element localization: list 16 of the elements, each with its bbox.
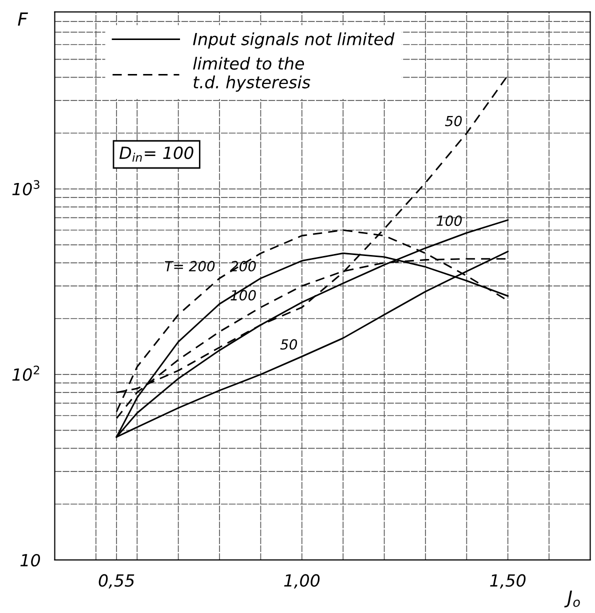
annotation: T= 200 [164, 260, 215, 272]
y-tick-label: 10 [20, 554, 40, 567]
y-tick-label: 10$^{2}$ [12, 366, 40, 381]
annotation: 50 [280, 339, 298, 350]
legend-label: limited to the t.d. hysteresis [193, 56, 310, 92]
x-axis-title: J$_{o}$ [564, 590, 580, 608]
y-tick-label: 10$^{3}$ [12, 180, 40, 196]
y-axis-title: F [18, 12, 28, 26]
annotation: 50 [445, 116, 462, 126]
legend-label: Input signals not limited [193, 32, 394, 49]
x-tick-label: 1,50 [490, 574, 526, 588]
annotation: 100 [436, 215, 462, 226]
x-tick-label: 0,55 [98, 574, 134, 588]
annotation: D$_{in}$= 100 [119, 146, 194, 162]
x-tick-label: 1,00 [284, 574, 320, 588]
annotation: 200 [230, 260, 256, 272]
